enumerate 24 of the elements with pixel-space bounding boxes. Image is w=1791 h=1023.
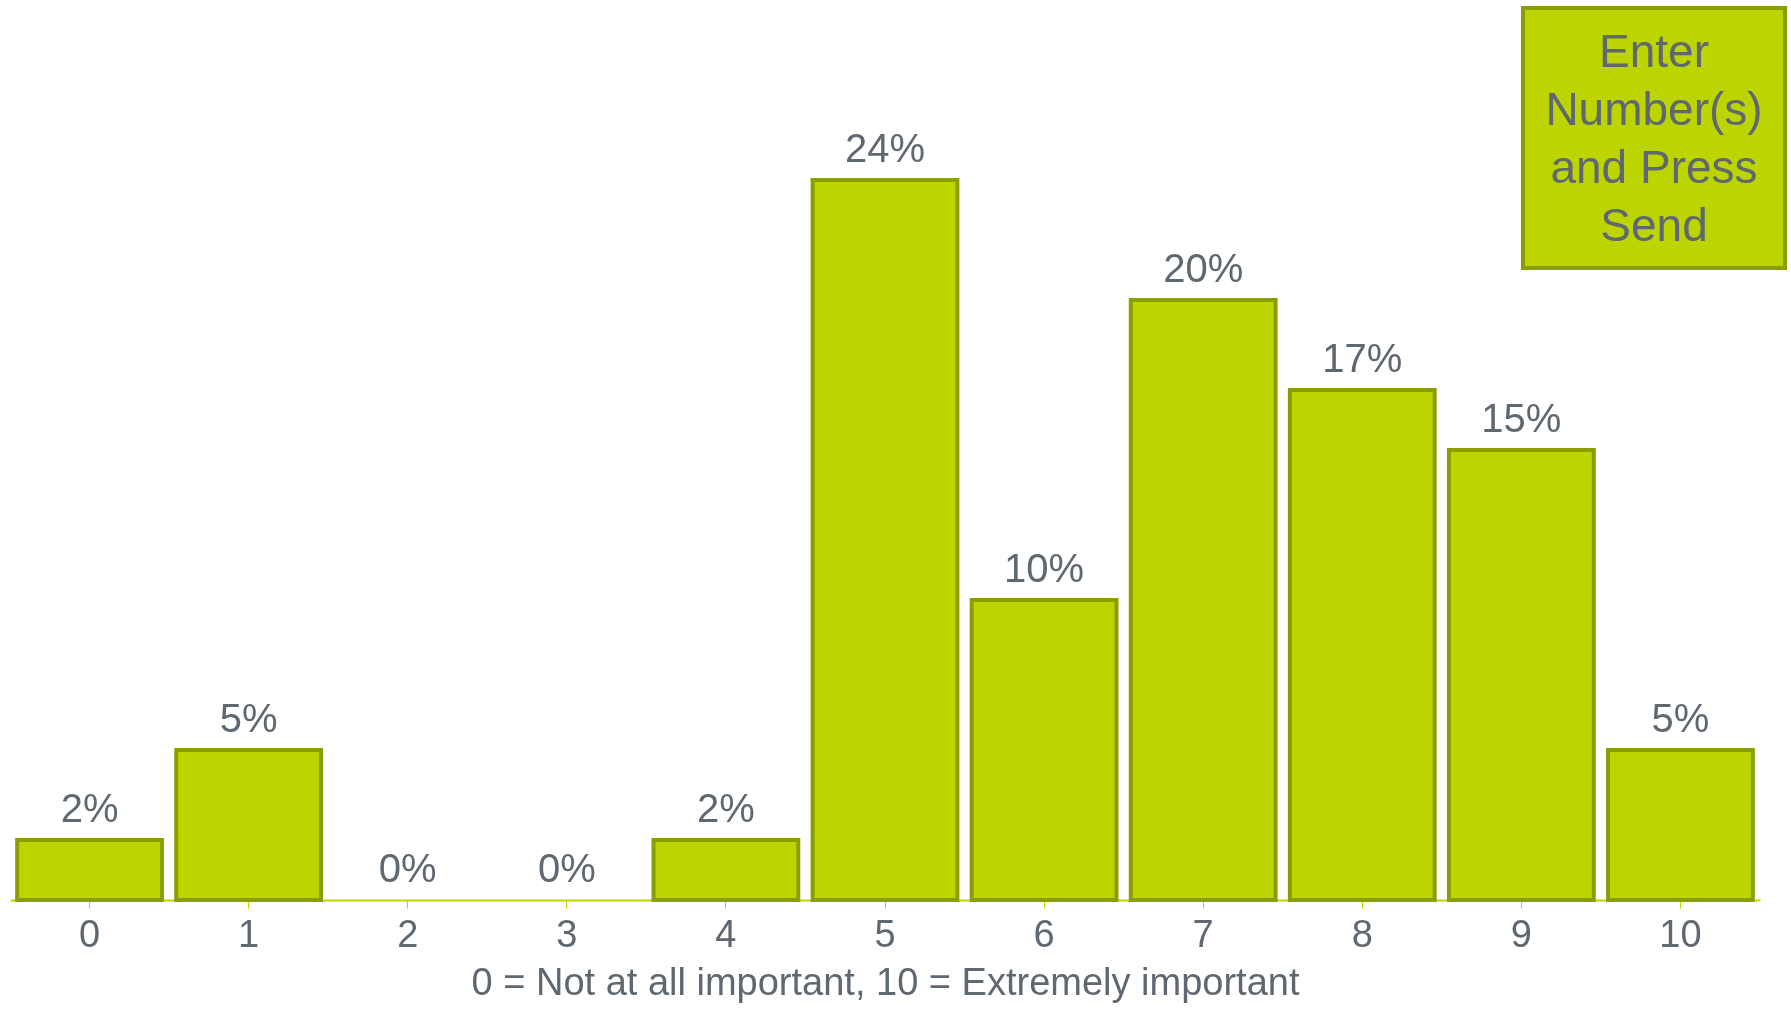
x-tick-label: 10 — [1659, 912, 1702, 955]
x-tick-label: 4 — [715, 912, 737, 955]
x-tick-label: 8 — [1351, 912, 1373, 955]
data-label: 10% — [1004, 546, 1085, 590]
x-tick-label: 9 — [1510, 912, 1532, 955]
data-label: 0% — [378, 846, 437, 890]
data-label: 2% — [697, 786, 755, 830]
data-label: 5% — [219, 696, 278, 740]
x-tick-label: 2 — [397, 912, 419, 955]
x-tick-label: 6 — [1033, 912, 1055, 955]
x-tick-label: 1 — [238, 912, 260, 955]
data-label: 0% — [537, 846, 596, 890]
data-label: 17% — [1322, 336, 1403, 380]
data-label: 2% — [60, 786, 119, 830]
send-button: Enter Number(s) and Press Send — [1521, 6, 1787, 270]
data-label: 15% — [1481, 396, 1562, 440]
x-tick-label: 0 — [78, 912, 101, 955]
x-tick-label: 7 — [1192, 912, 1214, 955]
data-label: 20% — [1163, 246, 1244, 290]
x-tick-label: 5 — [874, 912, 896, 955]
data-label: 5% — [1651, 696, 1710, 740]
x-axis-title: 0 = Not at all important, 10 = Extremely important — [471, 960, 1300, 1003]
x-tick-label: 3 — [556, 912, 578, 955]
data-label: 24% — [844, 126, 926, 170]
